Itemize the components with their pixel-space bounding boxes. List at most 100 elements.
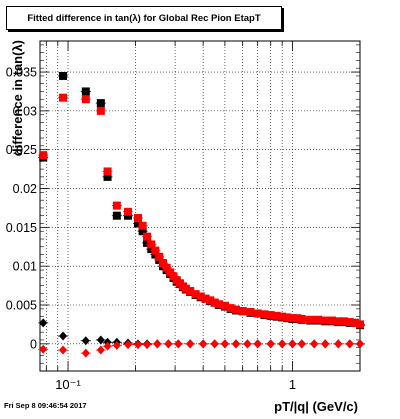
diamond-marker xyxy=(345,339,354,349)
square-marker xyxy=(96,99,105,108)
diamond-marker xyxy=(297,339,306,349)
square-marker xyxy=(214,300,223,309)
y-tick-label: 0.02 xyxy=(13,182,37,196)
square-marker xyxy=(226,304,235,313)
diamond-marker xyxy=(164,339,173,349)
y-tick-labels: 0 0.005 0.01 0.015 0.02 0.025 0.03 0.035 xyxy=(6,66,37,352)
diamond-marker xyxy=(59,345,68,355)
square-marker xyxy=(147,245,156,254)
square-marker xyxy=(327,316,336,325)
diamond-marker xyxy=(174,339,183,349)
square-marker xyxy=(186,287,195,296)
square-marker xyxy=(340,317,349,326)
square-marker xyxy=(206,296,215,305)
square-marker xyxy=(231,305,240,314)
square-marker xyxy=(272,311,281,320)
data-points xyxy=(38,71,365,358)
square-marker xyxy=(293,314,302,323)
diamond-marker xyxy=(278,339,287,349)
diamond-marker xyxy=(143,340,152,350)
diamond-marker xyxy=(39,344,48,354)
y-tick-label: 0.005 xyxy=(6,299,37,313)
square-marker xyxy=(162,263,171,272)
square-marker xyxy=(181,284,190,293)
diamond-marker xyxy=(310,339,319,349)
square-marker xyxy=(112,211,121,220)
diamond-marker xyxy=(103,341,112,351)
y-tick-label: 0.025 xyxy=(6,143,37,157)
square-marker xyxy=(96,106,105,115)
diamond-marker xyxy=(288,339,297,349)
diamond-marker xyxy=(96,345,105,355)
square-marker xyxy=(266,311,275,320)
square-marker xyxy=(201,294,210,303)
square-marker xyxy=(191,290,200,299)
square-marker xyxy=(159,259,168,268)
square-marker xyxy=(321,316,330,325)
diamond-marker xyxy=(210,339,219,349)
y-tick-label: 0 xyxy=(30,337,37,351)
square-marker xyxy=(220,301,229,310)
square-marker xyxy=(260,310,269,319)
diamond-marker xyxy=(123,340,132,350)
square-marker xyxy=(81,95,90,104)
diamond-marker xyxy=(253,339,262,349)
diamond-marker xyxy=(39,318,48,328)
diamond-marker xyxy=(133,340,142,350)
square-marker xyxy=(143,232,152,241)
diamond-marker xyxy=(220,339,229,349)
diamond-marker xyxy=(199,339,208,349)
square-marker xyxy=(133,214,142,223)
y-axis-label: difference in tan(λ) xyxy=(10,40,25,156)
square-marker xyxy=(147,240,156,249)
x-tick-labels: 10⁻¹ 1 xyxy=(55,377,296,392)
diamond-marker xyxy=(112,340,121,350)
diamond-marker xyxy=(59,331,68,341)
date-stamp: Fri Sep 8 09:46:54 2017 xyxy=(4,401,87,410)
square-marker xyxy=(143,238,152,247)
x-tick-label: 10⁻¹ xyxy=(55,377,81,392)
square-marker xyxy=(138,227,147,236)
diamond-marker xyxy=(321,339,330,349)
diamond-marker xyxy=(243,339,252,349)
square-marker xyxy=(196,292,205,301)
square-marker xyxy=(278,312,287,321)
x-axis-label: pT/|q| (GeV/c) xyxy=(274,399,358,414)
square-marker xyxy=(81,87,90,96)
diamond-marker xyxy=(153,339,162,349)
square-marker xyxy=(103,172,112,181)
square-marker xyxy=(151,246,160,255)
chart-title-box: Fitted difference in tan(λ) for Global R… xyxy=(6,6,282,30)
y-tick-label: 0.015 xyxy=(6,221,37,235)
square-marker xyxy=(112,201,121,210)
square-marker xyxy=(306,315,315,324)
diamond-marker xyxy=(334,339,343,349)
square-marker xyxy=(334,317,343,326)
square-marker xyxy=(123,207,132,216)
square-marker xyxy=(138,221,147,230)
square-marker xyxy=(39,151,48,160)
y-tick-label: 0.03 xyxy=(13,104,37,118)
diamond-marker xyxy=(186,339,195,349)
square-marker xyxy=(133,219,142,228)
diamond-marker xyxy=(81,348,90,358)
square-marker xyxy=(155,252,164,261)
y-tick-label: 0.035 xyxy=(6,66,37,80)
square-marker xyxy=(314,315,323,324)
square-marker xyxy=(103,167,112,176)
square-marker xyxy=(253,309,262,318)
square-marker xyxy=(297,314,306,323)
square-marker xyxy=(246,307,255,316)
chart-title: Fitted difference in tan(λ) for Global R… xyxy=(27,12,261,24)
diamond-marker xyxy=(356,339,364,349)
x-tick-label: 1 xyxy=(289,377,296,392)
square-marker xyxy=(59,93,68,102)
diamond-marker xyxy=(231,339,240,349)
square-marker xyxy=(283,313,292,322)
square-marker xyxy=(345,318,354,327)
diamond-marker xyxy=(266,339,275,349)
square-marker xyxy=(59,71,68,80)
y-tick-label: 0.01 xyxy=(13,260,37,274)
